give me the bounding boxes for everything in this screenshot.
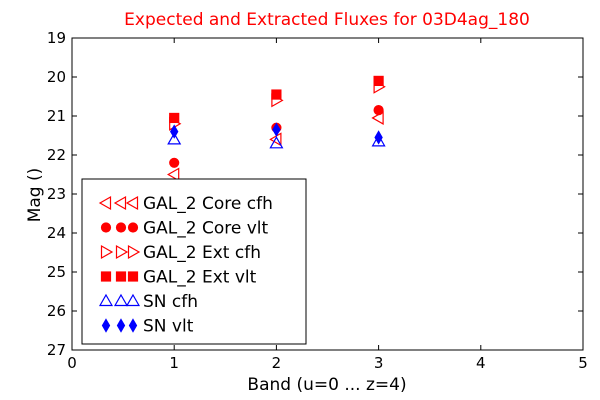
data-point <box>371 134 386 147</box>
data-point <box>166 167 180 182</box>
y-axis-ticks: 19 20 21 22 23 24 25 26 27 <box>47 29 583 359</box>
y-tick-label: 27 <box>47 341 66 359</box>
data-point <box>272 122 281 137</box>
x-tick-label: 2 <box>272 354 282 372</box>
legend-marker <box>100 244 114 260</box>
legend-marker <box>100 222 112 233</box>
legend-marker <box>113 195 127 211</box>
y-tick-label: 24 <box>47 224 66 242</box>
y-tick-label: 26 <box>47 302 66 320</box>
x-tick-label: 4 <box>476 354 486 372</box>
legend-label: GAL_2 Core vlt <box>143 219 269 239</box>
chart-title: Expected and Extracted Fluxes for 03D4ag… <box>124 10 530 30</box>
legend-marker <box>113 293 129 307</box>
x-axis-label: Band (u=0 ... z=4) <box>247 375 406 395</box>
x-tick-label: 1 <box>169 354 179 372</box>
y-tick-label: 25 <box>47 263 66 281</box>
y-tick-label: 19 <box>47 29 66 47</box>
legend-marker <box>128 318 138 333</box>
data-point <box>373 105 384 116</box>
legend-label: GAL_2 Ext cfh <box>143 243 261 263</box>
legend-marker <box>127 244 141 260</box>
legend-marker <box>125 293 141 307</box>
legend-box <box>81 178 307 345</box>
y-axis-label: Mag () <box>25 168 45 223</box>
legend-marker <box>115 222 127 233</box>
data-markers <box>166 75 386 182</box>
data-point <box>169 157 180 168</box>
legend-marker <box>116 318 126 333</box>
legend-label: GAL_2 Core cfh <box>143 194 273 214</box>
x-tick-label: 0 <box>67 354 77 372</box>
legend-marker <box>115 271 127 282</box>
legend-marker <box>98 293 114 307</box>
legend-marker <box>127 271 139 282</box>
legend-marker <box>101 318 111 333</box>
legend-marker <box>125 195 139 211</box>
x-tick-label: 3 <box>374 354 384 372</box>
legend-label: SN vlt <box>143 317 194 337</box>
legend-marker <box>100 271 112 282</box>
data-point <box>269 132 282 147</box>
y-tick-label: 23 <box>47 185 66 203</box>
legend-label: GAL_2 Ext vlt <box>143 268 257 288</box>
y-tick-label: 22 <box>47 146 66 164</box>
legend-marker <box>115 244 129 260</box>
legend: GAL_2 Core cfh GAL_2 Core vlt GAL_2 Ext cf… <box>81 178 307 345</box>
x-axis-ticks: 0 1 2 3 4 5 <box>67 38 588 372</box>
data-point <box>269 136 284 149</box>
y-tick-label: 20 <box>47 68 66 86</box>
x-tick-label: 5 <box>578 354 588 372</box>
data-point <box>271 89 282 100</box>
data-point <box>373 75 384 87</box>
y-tick-label: 21 <box>47 107 66 125</box>
legend-label: SN cfh <box>143 292 198 312</box>
legend-marker <box>127 222 139 233</box>
data-point <box>374 130 383 145</box>
legend-marker <box>98 195 112 211</box>
data-point <box>169 112 180 124</box>
data-point <box>170 124 179 139</box>
data-point <box>167 132 182 145</box>
